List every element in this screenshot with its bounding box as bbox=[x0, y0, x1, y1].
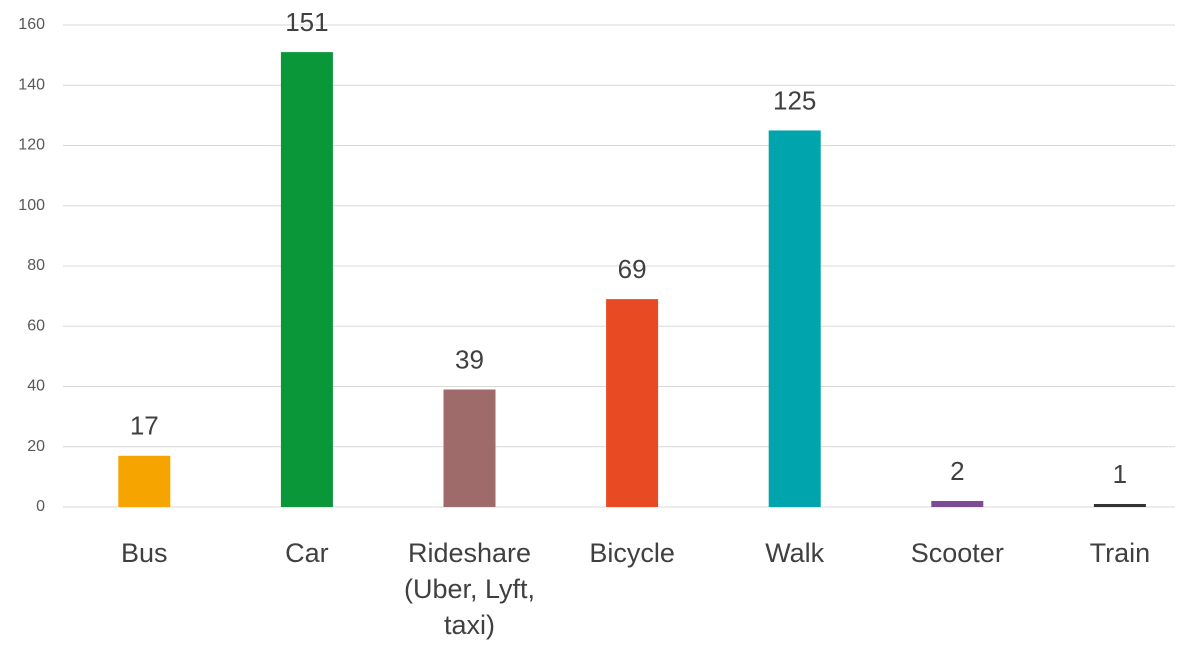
bar bbox=[931, 500, 984, 507]
x-tick-label: Rideshare (Uber, Lyft, taxi) bbox=[403, 538, 536, 640]
y-tick-label: 0 bbox=[36, 498, 45, 515]
data-label: 69 bbox=[618, 254, 647, 284]
bar bbox=[280, 52, 333, 508]
x-tick-label: Bus bbox=[121, 538, 168, 568]
y-tick-label: 120 bbox=[18, 137, 45, 154]
y-tick-label: 20 bbox=[27, 438, 45, 455]
y-tick-label: 40 bbox=[27, 378, 45, 395]
x-tick-label: Train bbox=[1089, 538, 1151, 568]
data-label: 17 bbox=[130, 411, 159, 441]
bar bbox=[768, 130, 821, 507]
x-tick-label: Car bbox=[285, 538, 329, 568]
x-tick-label: Bicycle bbox=[589, 538, 675, 568]
x-tick-label: Walk bbox=[765, 538, 825, 568]
y-tick-label: 100 bbox=[18, 197, 45, 214]
bar bbox=[443, 389, 496, 507]
bar bbox=[1093, 503, 1146, 507]
y-tick-label: 80 bbox=[27, 257, 45, 274]
data-label: 39 bbox=[455, 344, 484, 374]
y-tick-label: 60 bbox=[27, 317, 45, 334]
y-tick-label: 160 bbox=[18, 16, 45, 33]
bar bbox=[118, 455, 171, 507]
data-label: 125 bbox=[773, 85, 816, 115]
y-tick-label: 140 bbox=[18, 76, 45, 93]
data-label: 151 bbox=[285, 7, 328, 37]
bar bbox=[606, 299, 659, 507]
data-label: 1 bbox=[1113, 459, 1127, 489]
data-label: 2 bbox=[950, 456, 964, 486]
x-tick-label: Scooter bbox=[910, 538, 1004, 568]
